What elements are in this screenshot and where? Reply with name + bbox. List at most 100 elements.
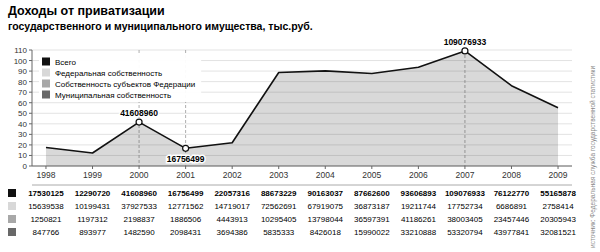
table-cell: 33210888 bbox=[401, 228, 437, 237]
legend-swatch bbox=[42, 58, 50, 66]
y-tick-label: 10 bbox=[18, 151, 27, 160]
legend-label: Всего bbox=[55, 58, 77, 67]
x-tick-label: 2004 bbox=[316, 170, 335, 180]
x-tick bbox=[185, 166, 186, 169]
table-cell: 88673229 bbox=[261, 189, 297, 198]
table-cell: 893977 bbox=[79, 228, 106, 237]
y-tick bbox=[29, 113, 32, 114]
annotation-marker bbox=[183, 145, 189, 151]
legend-label: Федеральная собственность bbox=[55, 69, 162, 78]
annotation-label: 109076933 bbox=[444, 37, 487, 47]
x-tick bbox=[45, 166, 46, 169]
x-tick-label: 2006 bbox=[409, 170, 428, 180]
table-cell: 37927533 bbox=[121, 202, 157, 211]
chart: Доходы от приватизации государственного и… bbox=[0, 0, 600, 252]
y-tick bbox=[29, 60, 32, 61]
annotation-marker bbox=[462, 48, 468, 54]
legend-background bbox=[39, 54, 201, 102]
x-tick bbox=[139, 166, 140, 169]
table-cell: 15639538 bbox=[28, 202, 64, 211]
table-cell: 14719017 bbox=[214, 202, 250, 211]
table-cell: 22057316 bbox=[214, 189, 250, 198]
x-tick bbox=[278, 166, 279, 169]
y-tick bbox=[29, 166, 32, 167]
annotation-marker bbox=[136, 119, 142, 125]
y-tick-label: 0 bbox=[23, 162, 28, 171]
table-cell: 87662600 bbox=[354, 189, 390, 198]
y-tick bbox=[29, 123, 32, 124]
x-tick bbox=[418, 166, 419, 169]
y-tick-label: 80 bbox=[18, 78, 27, 87]
subtitle: государственного и муниципального имущес… bbox=[8, 20, 313, 32]
y-tick-label: 50 bbox=[18, 109, 27, 118]
annotation-label: 16756499 bbox=[167, 154, 205, 164]
table-swatch bbox=[8, 215, 16, 223]
table-cell: 3694386 bbox=[217, 228, 249, 237]
plot-data bbox=[46, 51, 558, 166]
y-tick-label: 110 bbox=[14, 46, 27, 55]
table-cell: 36597391 bbox=[354, 215, 390, 224]
table-cell: 67919075 bbox=[307, 202, 343, 211]
separator bbox=[32, 185, 572, 186]
table-cell: 1197312 bbox=[77, 215, 108, 224]
table-cell: 4443913 bbox=[217, 215, 249, 224]
y-axis-line bbox=[32, 50, 33, 166]
y-tick bbox=[29, 144, 32, 145]
y-tick bbox=[29, 92, 32, 93]
axes: 0102030405060708090100110199819992000200… bbox=[14, 46, 572, 180]
x-tick bbox=[558, 166, 559, 169]
table-cell: 17752734 bbox=[447, 202, 483, 211]
table-cell: 2098431 bbox=[170, 228, 202, 237]
table-cell: 17530125 bbox=[28, 189, 64, 198]
table-cell: 12290720 bbox=[75, 189, 111, 198]
table-swatch bbox=[8, 228, 16, 236]
x-tick bbox=[511, 166, 512, 169]
annotation-label: 41608960 bbox=[120, 108, 158, 118]
y-tick-label: 70 bbox=[18, 88, 27, 97]
y-tick bbox=[29, 155, 32, 156]
table-cell: 5835333 bbox=[263, 228, 295, 237]
table-cell: 93606893 bbox=[401, 189, 437, 198]
legend-swatch bbox=[42, 69, 50, 77]
table-cell: 12771562 bbox=[168, 202, 204, 211]
table-cell: 36873187 bbox=[354, 202, 390, 211]
y-tick bbox=[29, 81, 32, 82]
table-cell: 90163037 bbox=[307, 189, 343, 198]
grid bbox=[32, 50, 572, 166]
x-tick-label: 2009 bbox=[549, 170, 568, 180]
area bbox=[46, 51, 558, 166]
grid-line bbox=[32, 166, 572, 167]
x-tick bbox=[232, 166, 233, 169]
table-cell: 72562691 bbox=[261, 202, 297, 211]
table-swatch bbox=[8, 189, 16, 197]
y-tick-label: 40 bbox=[18, 120, 27, 129]
table-cell: 109076933 bbox=[445, 189, 486, 198]
x-tick bbox=[464, 166, 465, 169]
y-tick-label: 90 bbox=[18, 67, 27, 76]
table: 1753012512290720416089601675649922057316… bbox=[8, 189, 576, 237]
table-cell: 1250821 bbox=[30, 215, 62, 224]
table-cell: 10199431 bbox=[75, 202, 111, 211]
table-cell: 32081521 bbox=[540, 228, 576, 237]
table-cell: 2198837 bbox=[123, 215, 155, 224]
table-cell: 15990022 bbox=[354, 228, 390, 237]
x-tick-label: 2002 bbox=[223, 170, 242, 180]
y-tick-label: 60 bbox=[18, 99, 27, 108]
table-cell: 41186261 bbox=[401, 215, 437, 224]
title: Доходы от приватизации bbox=[8, 4, 165, 18]
table-cell: 2758414 bbox=[542, 202, 574, 211]
x-tick bbox=[92, 166, 93, 169]
x-axis-line bbox=[32, 166, 572, 167]
table-cell: 13798044 bbox=[307, 215, 343, 224]
table-cell: 10295405 bbox=[261, 215, 297, 224]
table-cell: 8426018 bbox=[310, 228, 342, 237]
table-cell: 16756499 bbox=[168, 189, 204, 198]
table-cell: 43977841 bbox=[494, 228, 530, 237]
legend-label: Муниципальная собственность bbox=[55, 91, 171, 100]
x-tick-label: 2007 bbox=[455, 170, 474, 180]
source: источник: Федеральная служба государстве… bbox=[589, 66, 597, 248]
legend-swatch bbox=[42, 91, 50, 99]
x-tick bbox=[325, 166, 326, 169]
x-tick bbox=[371, 166, 372, 169]
x-tick-label: 2003 bbox=[269, 170, 288, 180]
